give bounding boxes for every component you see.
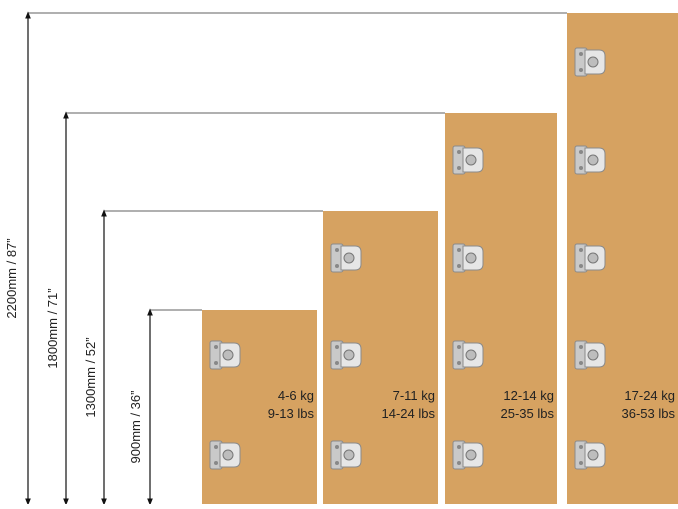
hinge [452,340,484,370]
weight-kg: 4-6 kg [278,388,314,403]
hinge [330,440,362,470]
hinge-screw [457,264,461,268]
height-label: 1800mm / 71” [45,288,60,368]
hinge-cup [343,349,355,361]
hinge-screw [579,445,583,449]
hinge [452,145,484,175]
weight-lbs: 14-24 lbs [382,406,436,421]
hinge-screw [579,52,583,56]
weight-lbs: 36-53 lbs [622,406,676,421]
hinge [330,243,362,273]
hinge-cup [587,154,599,166]
hinge-screw [335,461,339,465]
hinge-cup [343,449,355,461]
hinge-screw [335,361,339,365]
hinge-screw [457,248,461,252]
hinge [330,340,362,370]
hinge-screw [579,68,583,72]
hinge-screw [214,361,218,365]
hinge [452,243,484,273]
weight-kg: 17-24 kg [624,388,675,403]
hinge-screw [214,345,218,349]
hinge-cup [465,252,477,264]
weight-lbs: 25-35 lbs [501,406,555,421]
hinge-cup [222,349,234,361]
hinge-screw [214,445,218,449]
hinge-screw [457,345,461,349]
weight-kg: 7-11 kg [393,388,435,403]
hinge-screw [579,361,583,365]
hinge-screw [457,361,461,365]
hinge [209,440,241,470]
hinge-cup [587,252,599,264]
hinge-cup [465,449,477,461]
hinge-screw [335,264,339,268]
hinge-cup [587,349,599,361]
hinge-cup [343,252,355,264]
height-label: 1300mm / 52” [83,337,98,417]
hinge-screw [579,150,583,154]
hinge-screw [335,345,339,349]
hinge-cup [465,349,477,361]
hinge-screw [335,445,339,449]
hinge-cup [222,449,234,461]
hinge [574,440,606,470]
hinge-screw [457,461,461,465]
hinge [574,340,606,370]
hinge-screw [579,461,583,465]
hinge [574,145,606,175]
hinge-screw [457,150,461,154]
hinge [574,47,606,77]
hinge-screw [214,461,218,465]
weight-kg: 12-14 kg [503,388,554,403]
hinge-screw [335,248,339,252]
height-label: 2200mm / 87” [4,238,19,318]
hinge-cup [587,449,599,461]
hinge [452,440,484,470]
hinge [574,243,606,273]
hinge-screw [457,445,461,449]
hinge-screw [579,248,583,252]
hinge-cup [465,154,477,166]
hinge-screw [457,166,461,170]
hinge-cup [587,56,599,68]
hinge-screw [579,345,583,349]
hinge [209,340,241,370]
hinge-screw [579,264,583,268]
height-label: 900mm / 36” [128,391,143,464]
door-panel [445,113,557,504]
hinge-screw [579,166,583,170]
weight-lbs: 9-13 lbs [268,406,315,421]
